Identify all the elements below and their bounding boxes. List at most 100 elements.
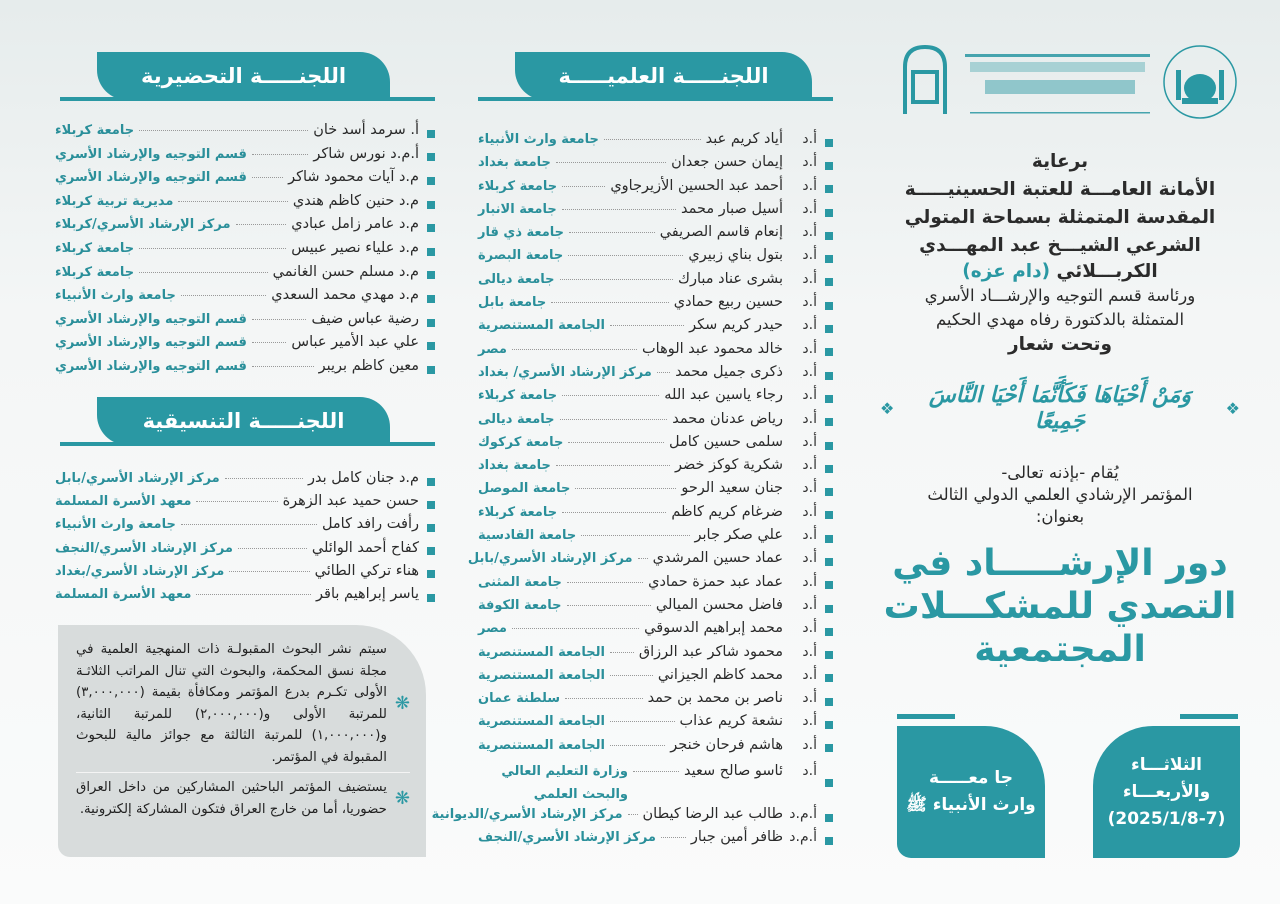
- member-title: أ.د: [802, 503, 817, 520]
- dotted-leader: [251, 365, 314, 367]
- note-item: ❋ يستضيف المؤتمر الباحثين المشاركين من دا…: [76, 780, 410, 817]
- dotted-leader: [139, 130, 309, 131]
- committee-member-row: أ.د حسين ربيع حمادي جامعة بابل: [478, 294, 833, 317]
- member-name: م.د مسلم حسن الغانمي: [272, 263, 419, 280]
- dotted-leader: [609, 651, 634, 653]
- decor-bar: [1180, 714, 1238, 719]
- bullet-square-icon: [825, 208, 833, 217]
- dotted-leader: [562, 511, 667, 513]
- committee-member-row: أ.د علي صكر جابر جامعة القادسية: [478, 527, 833, 550]
- bullet-square-icon: [825, 418, 833, 427]
- member-name: عماد عبد حمزة حمادي: [648, 573, 783, 590]
- dotted-leader: [609, 744, 666, 746]
- member-affiliation: جامعة ديالى: [478, 411, 555, 427]
- bullet-square-icon: [427, 365, 435, 374]
- notes-box: ❋ سيتم نشر البحوث المقبولـة ذات المنهجية …: [58, 625, 426, 857]
- member-affiliation: مصر: [478, 621, 507, 637]
- bullet-square-icon: [825, 394, 833, 403]
- committee-member-row: أ.د أسيل صبار محمد جامعة الانبار: [478, 201, 833, 224]
- member-title: أ.د: [802, 713, 817, 730]
- dotted-leader: [511, 628, 640, 630]
- bullet-square-icon: [427, 294, 435, 303]
- dotted-leader: [555, 465, 670, 467]
- logos-graphic: [903, 44, 1237, 119]
- member-affiliation: مصر: [478, 341, 507, 357]
- dotted-leader: [224, 478, 303, 479]
- member-affiliation: جامعة المثنى: [478, 574, 562, 590]
- bullet-square-icon: [825, 779, 833, 788]
- member-name: محمد إبراهيم الدسوقي: [644, 620, 783, 637]
- committee-member-row: أ.د هاشم فرحان خنجر الجامعة المستنصرية: [478, 737, 833, 760]
- committee-member-row: أ.د رجاء ياسين عبد الله جامعة كربلاء: [478, 387, 833, 410]
- committee-member-row: رأفت رافد كامل جامعة وارث الأنبياء: [55, 516, 435, 539]
- member-affiliation: جامعة كربلاء: [478, 388, 558, 404]
- committee-member-row: ياسر إبراهيم باقر معهد الأسرة المسلمة: [55, 586, 435, 609]
- committee-member-row: أ.د ذكرى جميل محمد مركز الإرشاد الأسري/ بغ…: [478, 364, 833, 387]
- member-name: حسين ربيع حمادي: [673, 294, 783, 311]
- committee-member-row: أ.د بتول بناي زبيري جامعة البصرة: [478, 247, 833, 270]
- member-title: أ.د: [802, 666, 817, 683]
- committee-member-row: معين كاظم بريبر قسم التوجيه والإرشاد الأس…: [55, 358, 435, 382]
- coordination-committee-title: اللجنـــــة التنسيقية: [97, 397, 390, 445]
- bullet-square-icon: [427, 318, 435, 327]
- bullet-square-icon: [825, 627, 833, 636]
- dotted-leader: [575, 488, 677, 490]
- member-title: أ.د: [802, 550, 817, 567]
- member-affiliation: جامعة كربلاء: [55, 264, 135, 280]
- member-affiliation: مركز الإرشاد الأسري/النجف: [55, 540, 233, 556]
- member-affiliation: جامعة كربلاء: [478, 504, 558, 520]
- member-title: أ.د: [802, 410, 817, 427]
- dotted-leader: [511, 348, 637, 350]
- member-affiliation: الجامعة المستنصرية: [478, 644, 605, 660]
- ornament-icon: ❖: [880, 398, 895, 418]
- bullet-square-icon: [427, 271, 435, 280]
- bullet-square-icon: [427, 224, 435, 233]
- member-name: خالد محمود عبد الوهاب: [642, 340, 783, 357]
- snowflake-icon: ❋: [394, 692, 410, 714]
- irshad-logo: [903, 44, 947, 114]
- member-name: نشعة كريم عذاب: [679, 713, 784, 730]
- bullet-square-icon: [825, 278, 833, 287]
- bullet-square-icon: [825, 325, 833, 334]
- bullet-square-icon: [427, 500, 435, 509]
- member-title: أ.د: [802, 736, 817, 753]
- preparatory-committee-title: اللجنـــــة التحضيرية: [97, 52, 390, 100]
- logo-bar: [900, 42, 1240, 122]
- member-name: علي صكر جابر: [694, 527, 784, 544]
- member-affiliation: جامعة البصرة: [478, 248, 564, 264]
- bullet-square-icon: [825, 721, 833, 730]
- dotted-leader: [565, 698, 643, 700]
- bullet-square-icon: [825, 534, 833, 543]
- bullet-square-icon: [427, 200, 435, 209]
- bullet-square-icon: [825, 301, 833, 310]
- dotted-leader: [180, 524, 317, 526]
- bullet-square-icon: [825, 464, 833, 473]
- dotted-leader: [196, 593, 312, 595]
- committee-member-row: أ.د عماد حسين المرشدي مركز الإرشاد الأسري/…: [468, 550, 833, 573]
- member-name: م.د علياء نصير عبيس: [291, 239, 419, 256]
- member-affiliation: قسم التوجيه والإرشاد الأسري: [55, 170, 247, 186]
- bullet-square-icon: [825, 813, 833, 822]
- member-title: أ.د: [802, 363, 817, 380]
- member-affiliation: جامعة ديالى: [478, 271, 555, 287]
- bullet-square-icon: [825, 488, 833, 497]
- member-title: أ.د: [802, 763, 817, 780]
- dotted-leader: [568, 255, 684, 257]
- member-affiliation: مركز الإرشاد الأسري/بغداد: [55, 563, 225, 579]
- member-affiliation: مركز الإرشاد الأسري/كربلاء: [55, 217, 231, 233]
- member-affiliation: وزارة التعليم العالي والبحث العلمي: [501, 764, 628, 803]
- member-name: طالب عبد الرضا كيطان: [642, 806, 784, 823]
- dotted-leader: [566, 604, 651, 606]
- bullet-square-icon: [825, 557, 833, 566]
- dotted-leader: [562, 185, 606, 187]
- bullet-square-icon: [427, 247, 435, 256]
- member-affiliation: جامعة وارث الأنبياء: [55, 517, 176, 533]
- member-title: أ.د: [802, 690, 817, 707]
- dotted-leader: [251, 342, 287, 344]
- preparatory-committee-list: أ. سرمد أسد خان جامعة كربلاء أ.م.د نورس شا…: [55, 122, 435, 382]
- member-name: معين كاظم بريبر: [318, 357, 419, 374]
- member-affiliation: معهد الأسرة المسلمة: [55, 586, 192, 602]
- dotted-leader: [609, 674, 653, 676]
- committee-member-row: أ.د ئاسو صالح سعيد وزارة التعليم العالي وا…: [478, 760, 833, 806]
- dotted-leader: [627, 814, 638, 816]
